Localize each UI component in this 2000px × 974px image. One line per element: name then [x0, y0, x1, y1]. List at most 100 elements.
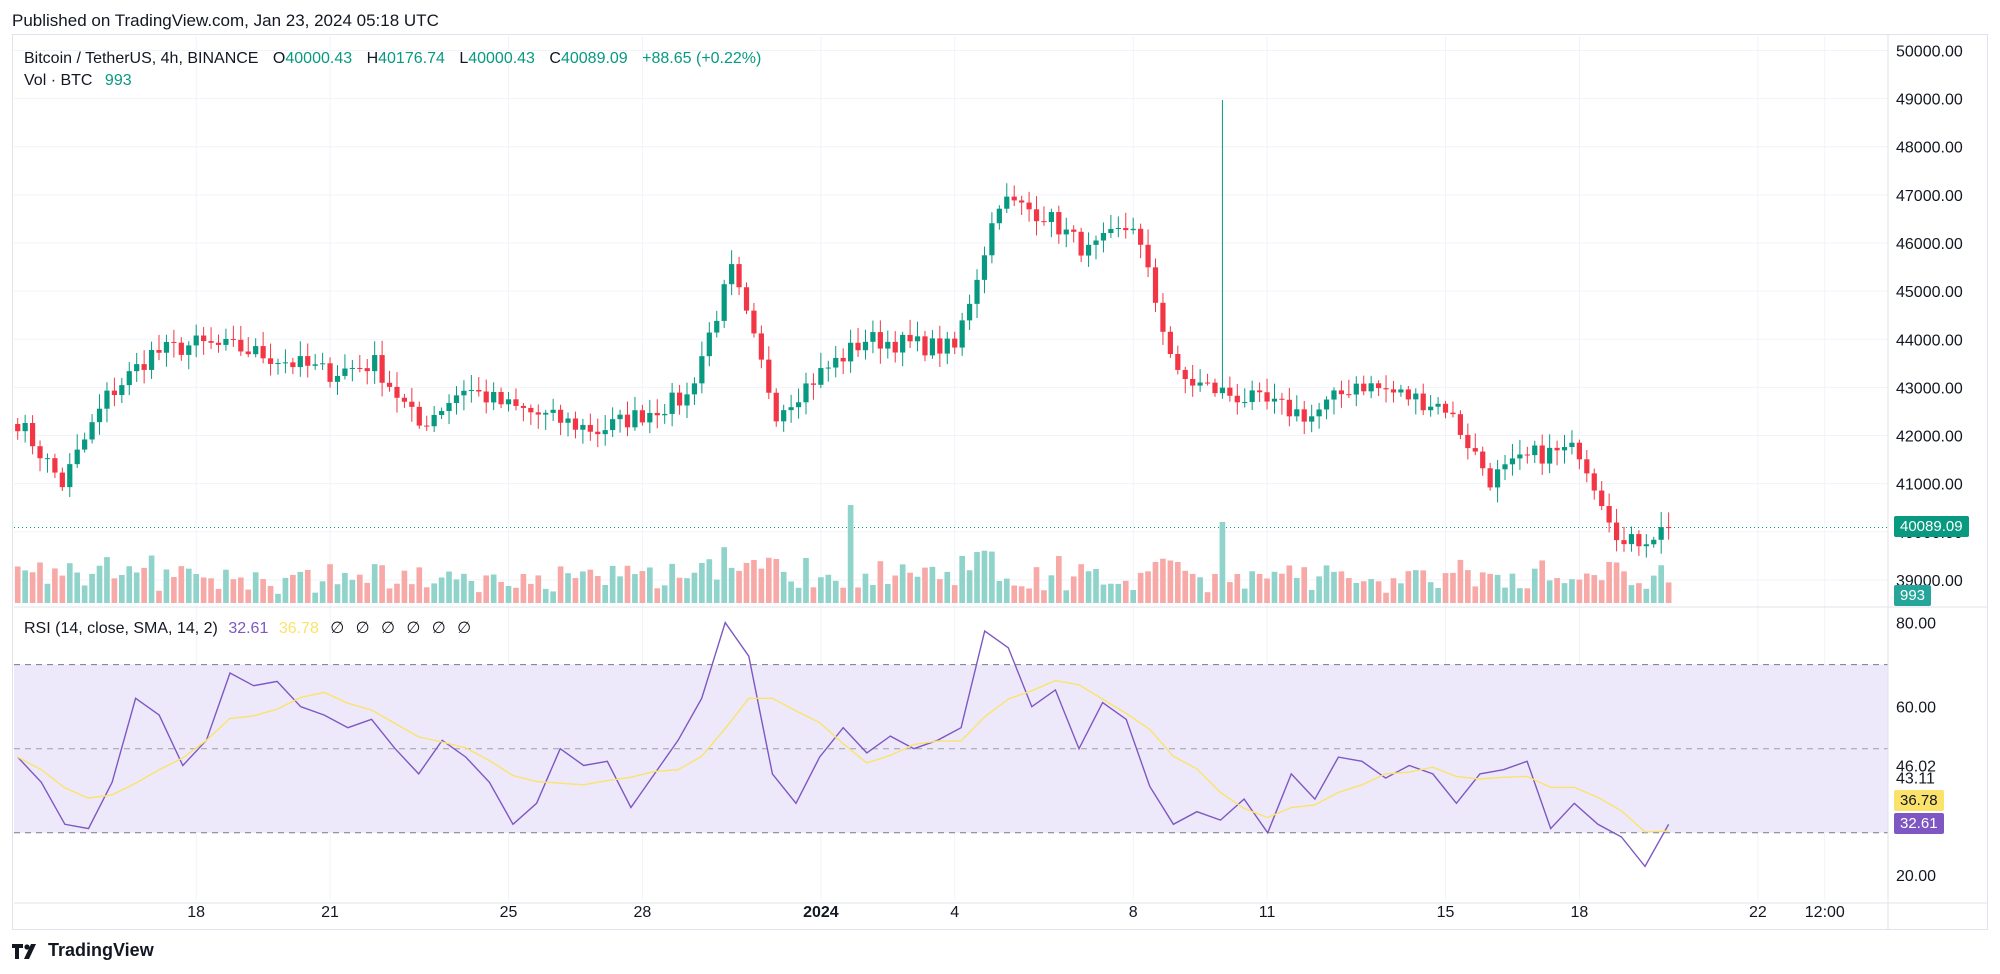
volume-bar	[684, 578, 690, 603]
candle-body	[1591, 473, 1597, 491]
candle-body	[751, 310, 757, 334]
volume-bar	[312, 592, 319, 603]
candle-body	[944, 338, 950, 354]
last-price-tag: 40089.09	[1894, 516, 1969, 537]
candle-body	[82, 439, 88, 450]
volume-bar	[1174, 561, 1181, 603]
candle-body	[1465, 434, 1471, 449]
rsi-sma-value: 36.78	[278, 620, 319, 637]
volume-bar	[847, 504, 854, 603]
candle-body	[364, 368, 370, 372]
candle-body	[379, 355, 385, 383]
candle-body	[357, 367, 363, 369]
volume-bar	[1271, 571, 1278, 603]
candle-body	[1651, 539, 1657, 545]
volume-bar	[230, 579, 237, 603]
rsi-tick-label: 46.02	[1896, 758, 1936, 775]
candle-body	[1658, 527, 1664, 540]
candle-body	[1390, 389, 1397, 393]
candle-body	[1026, 202, 1032, 210]
candle-body	[1584, 459, 1590, 474]
candle-body	[119, 385, 125, 396]
candle-body	[1063, 229, 1069, 235]
volume-bar	[461, 573, 467, 603]
candle-body	[1130, 228, 1136, 231]
time-tick-label: 15	[1437, 904, 1455, 921]
candle-body	[1182, 369, 1188, 379]
candle-body	[282, 362, 289, 364]
candle-body	[1405, 389, 1411, 400]
volume-bar	[371, 564, 378, 603]
volume-bar	[1137, 572, 1144, 603]
volume-bar	[52, 568, 58, 603]
footer-brand: TradingView	[48, 940, 154, 960]
volume-bar	[1323, 565, 1330, 603]
volume-bar	[304, 569, 311, 603]
rsi-tick-label: 80.00	[1896, 616, 1936, 633]
candle-body	[89, 422, 95, 440]
candle-body	[758, 333, 764, 360]
volume-bar	[937, 579, 943, 603]
candle-body	[1599, 490, 1605, 507]
candle-body	[424, 425, 430, 427]
candle-body	[67, 464, 73, 488]
volume-bar	[513, 587, 519, 603]
volume-bar	[394, 583, 400, 603]
volume-bar	[401, 570, 408, 603]
candle-body	[1323, 399, 1330, 410]
candle-body	[1480, 451, 1486, 469]
volume-label[interactable]: Vol · BTC	[24, 72, 93, 89]
volume-bar	[594, 576, 601, 603]
candle-body	[1071, 229, 1077, 232]
volume-bar	[193, 574, 200, 603]
symbol-label[interactable]: Bitcoin / TetherUS, 4h, BINANCE	[24, 50, 259, 67]
candle-body	[342, 368, 348, 376]
candle-body	[1152, 267, 1159, 303]
candle-body	[1361, 383, 1367, 392]
candle-body	[966, 303, 973, 321]
tradingview-logo[interactable]: TradingView	[12, 940, 154, 961]
volume-bar	[639, 571, 646, 603]
volume-bar	[1427, 582, 1434, 603]
candle-body	[922, 336, 928, 356]
volume-bar	[44, 583, 51, 603]
volume-bar	[914, 576, 921, 603]
candle-body	[74, 449, 80, 465]
price-tick-label: 50000.00	[1896, 43, 1963, 60]
rsi-title[interactable]: RSI (14, close, SMA, 14, 2)	[24, 620, 218, 637]
rsi-pane	[14, 621, 1888, 868]
main-legend: Bitcoin / TetherUS, 4h, BINANCE O40000.4…	[24, 48, 761, 92]
volume-bar	[208, 578, 214, 603]
candle-body	[691, 383, 698, 395]
candle-body	[1613, 522, 1620, 541]
volume-value: 993	[104, 72, 132, 89]
volume-bar	[1219, 521, 1226, 603]
volume-bar	[1301, 567, 1308, 603]
volume-bar	[899, 564, 906, 603]
candle-body	[1628, 534, 1635, 545]
candle-body	[1264, 392, 1270, 402]
volume-bar	[1502, 587, 1508, 603]
candle-body	[1561, 447, 1568, 451]
volume-bar	[223, 569, 229, 603]
candle-body	[409, 401, 415, 407]
candle-body	[1212, 382, 1218, 394]
rsi-legend: RSI (14, close, SMA, 14, 2) 32.61 36.78 …	[24, 618, 471, 638]
volume-bar	[1435, 588, 1441, 603]
volume-bar	[1636, 583, 1642, 603]
candle-body	[1145, 244, 1151, 268]
candle-body	[1435, 403, 1441, 407]
volume-bar	[996, 580, 1003, 603]
candle-body	[1532, 445, 1538, 456]
candle-body	[1502, 464, 1508, 470]
candle-body	[238, 339, 244, 352]
volume-bar	[59, 575, 66, 603]
volume-bar	[1256, 573, 1263, 603]
volume-bar	[855, 587, 861, 603]
candle-body	[260, 346, 266, 359]
candle-body	[1234, 395, 1240, 403]
volume-bar	[386, 588, 393, 603]
volume-bar	[446, 571, 452, 603]
rsi-sma-line	[17, 679, 1669, 833]
